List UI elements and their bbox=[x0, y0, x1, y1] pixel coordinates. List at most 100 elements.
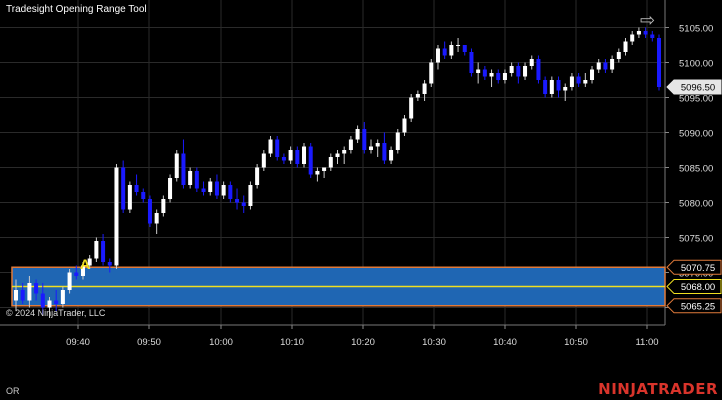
x-axis-labels: 09:40 09:50 10:00 10:10 10:20 10:30 10:40 10:50… bbox=[66, 325, 659, 348]
candle-body bbox=[549, 80, 554, 94]
x-tick-label: 09:50 bbox=[137, 337, 161, 348]
y-tick-label: 5085.00 bbox=[679, 164, 713, 175]
candle-body bbox=[127, 185, 132, 210]
candle-body bbox=[563, 87, 568, 91]
y-tick-label: 5095.00 bbox=[679, 94, 713, 105]
range-low-badge-text: 5065.25 bbox=[681, 301, 715, 312]
candle-body bbox=[188, 171, 193, 185]
candle-body bbox=[603, 62, 608, 70]
candle-body bbox=[228, 185, 233, 199]
candle-body bbox=[583, 80, 588, 84]
candle-body bbox=[54, 300, 59, 304]
candle-body bbox=[302, 146, 307, 164]
range-mid-badge-text: 5068.00 bbox=[681, 282, 715, 293]
chart-title: Tradesight Opening Range Tool bbox=[6, 4, 147, 15]
candle-body bbox=[147, 199, 152, 224]
candle-body bbox=[616, 52, 621, 59]
candle-body bbox=[161, 199, 166, 213]
candle-body bbox=[27, 283, 32, 301]
candle-body bbox=[489, 73, 494, 77]
candle-body bbox=[201, 188, 206, 192]
candle-body bbox=[456, 45, 461, 46]
candle-body bbox=[221, 185, 226, 196]
footer-tab-label[interactable]: OR bbox=[6, 386, 20, 396]
y-tick-label: 5075.00 bbox=[679, 234, 713, 245]
candle-body bbox=[382, 143, 387, 161]
brand-logo: NINJATRADER bbox=[598, 380, 718, 398]
candle-body bbox=[348, 139, 353, 150]
candle-body bbox=[362, 129, 367, 150]
candle-body bbox=[235, 199, 240, 203]
candle-body bbox=[181, 153, 186, 185]
x-tick-label: 10:50 bbox=[564, 337, 588, 348]
candle-body bbox=[375, 143, 380, 147]
x-tick-label: 10:40 bbox=[493, 337, 517, 348]
candle-body bbox=[368, 146, 373, 150]
candle-body bbox=[389, 150, 394, 161]
candle-body bbox=[328, 157, 333, 168]
candle-body bbox=[20, 290, 25, 301]
candle-body bbox=[496, 73, 501, 80]
candle-body bbox=[536, 59, 541, 80]
candle-body bbox=[650, 34, 655, 38]
candle-body bbox=[261, 153, 266, 168]
candle-body bbox=[335, 153, 340, 157]
y-tick-label: 5090.00 bbox=[679, 129, 713, 140]
candle-body bbox=[174, 153, 179, 178]
y-tick-label: 5080.00 bbox=[679, 199, 713, 210]
candle-body bbox=[13, 290, 19, 301]
candle-body bbox=[556, 80, 561, 91]
candle-body bbox=[121, 167, 126, 210]
candle-body bbox=[402, 118, 407, 133]
scroll-right-arrow-icon[interactable]: ⇨ bbox=[640, 10, 656, 30]
candle-body bbox=[255, 167, 260, 185]
x-tick-label: 10:30 bbox=[422, 337, 446, 348]
candle-body bbox=[509, 66, 514, 73]
x-tick-label: 10:00 bbox=[209, 337, 233, 348]
candle-body bbox=[449, 45, 454, 56]
y-tick-label: 5105.00 bbox=[679, 24, 713, 35]
x-tick-label: 10:20 bbox=[351, 337, 375, 348]
candle-body bbox=[395, 132, 400, 150]
candle-body bbox=[469, 52, 474, 73]
candle-body bbox=[342, 150, 347, 154]
y-tick-label: 5100.00 bbox=[679, 59, 713, 70]
candle-body bbox=[74, 272, 79, 276]
candle-body bbox=[87, 258, 92, 266]
candle-body bbox=[288, 150, 293, 161]
candle-body bbox=[268, 139, 273, 154]
copyright-text: © 2024 NinjaTrader, LLC bbox=[6, 308, 106, 318]
candle-body bbox=[576, 76, 581, 84]
candle-body bbox=[355, 129, 360, 140]
candle-body bbox=[482, 69, 487, 77]
candle-body bbox=[476, 69, 481, 73]
candle-body bbox=[630, 34, 635, 42]
candle-body bbox=[214, 181, 219, 196]
candle-body bbox=[281, 157, 286, 161]
candle-body bbox=[516, 66, 521, 77]
candle-body bbox=[107, 262, 112, 266]
candle-body bbox=[40, 293, 45, 308]
candle-body bbox=[194, 171, 199, 189]
range-high-badge-text: 5070.75 bbox=[681, 263, 715, 274]
candle-body bbox=[322, 167, 327, 171]
x-tick-label: 10:10 bbox=[280, 337, 304, 348]
candle-body bbox=[442, 48, 447, 56]
candle-body bbox=[656, 38, 662, 87]
candle-body bbox=[435, 48, 440, 63]
price-badges: 5096.50 5070.75 5068.00 5065.25 bbox=[666, 79, 722, 314]
candle-body bbox=[636, 31, 641, 35]
candle-body bbox=[275, 139, 280, 157]
candle-body bbox=[422, 83, 427, 94]
candle-body bbox=[94, 241, 99, 259]
candle-body bbox=[47, 300, 52, 308]
candle-body bbox=[241, 202, 246, 206]
candle-body bbox=[134, 185, 139, 192]
candle-body bbox=[101, 241, 106, 262]
candle-body bbox=[569, 76, 574, 87]
last-price-badge-box bbox=[666, 79, 722, 95]
candle-body bbox=[429, 62, 434, 84]
candles bbox=[13, 27, 662, 318]
last-price-badge-text: 5096.50 bbox=[681, 83, 715, 94]
